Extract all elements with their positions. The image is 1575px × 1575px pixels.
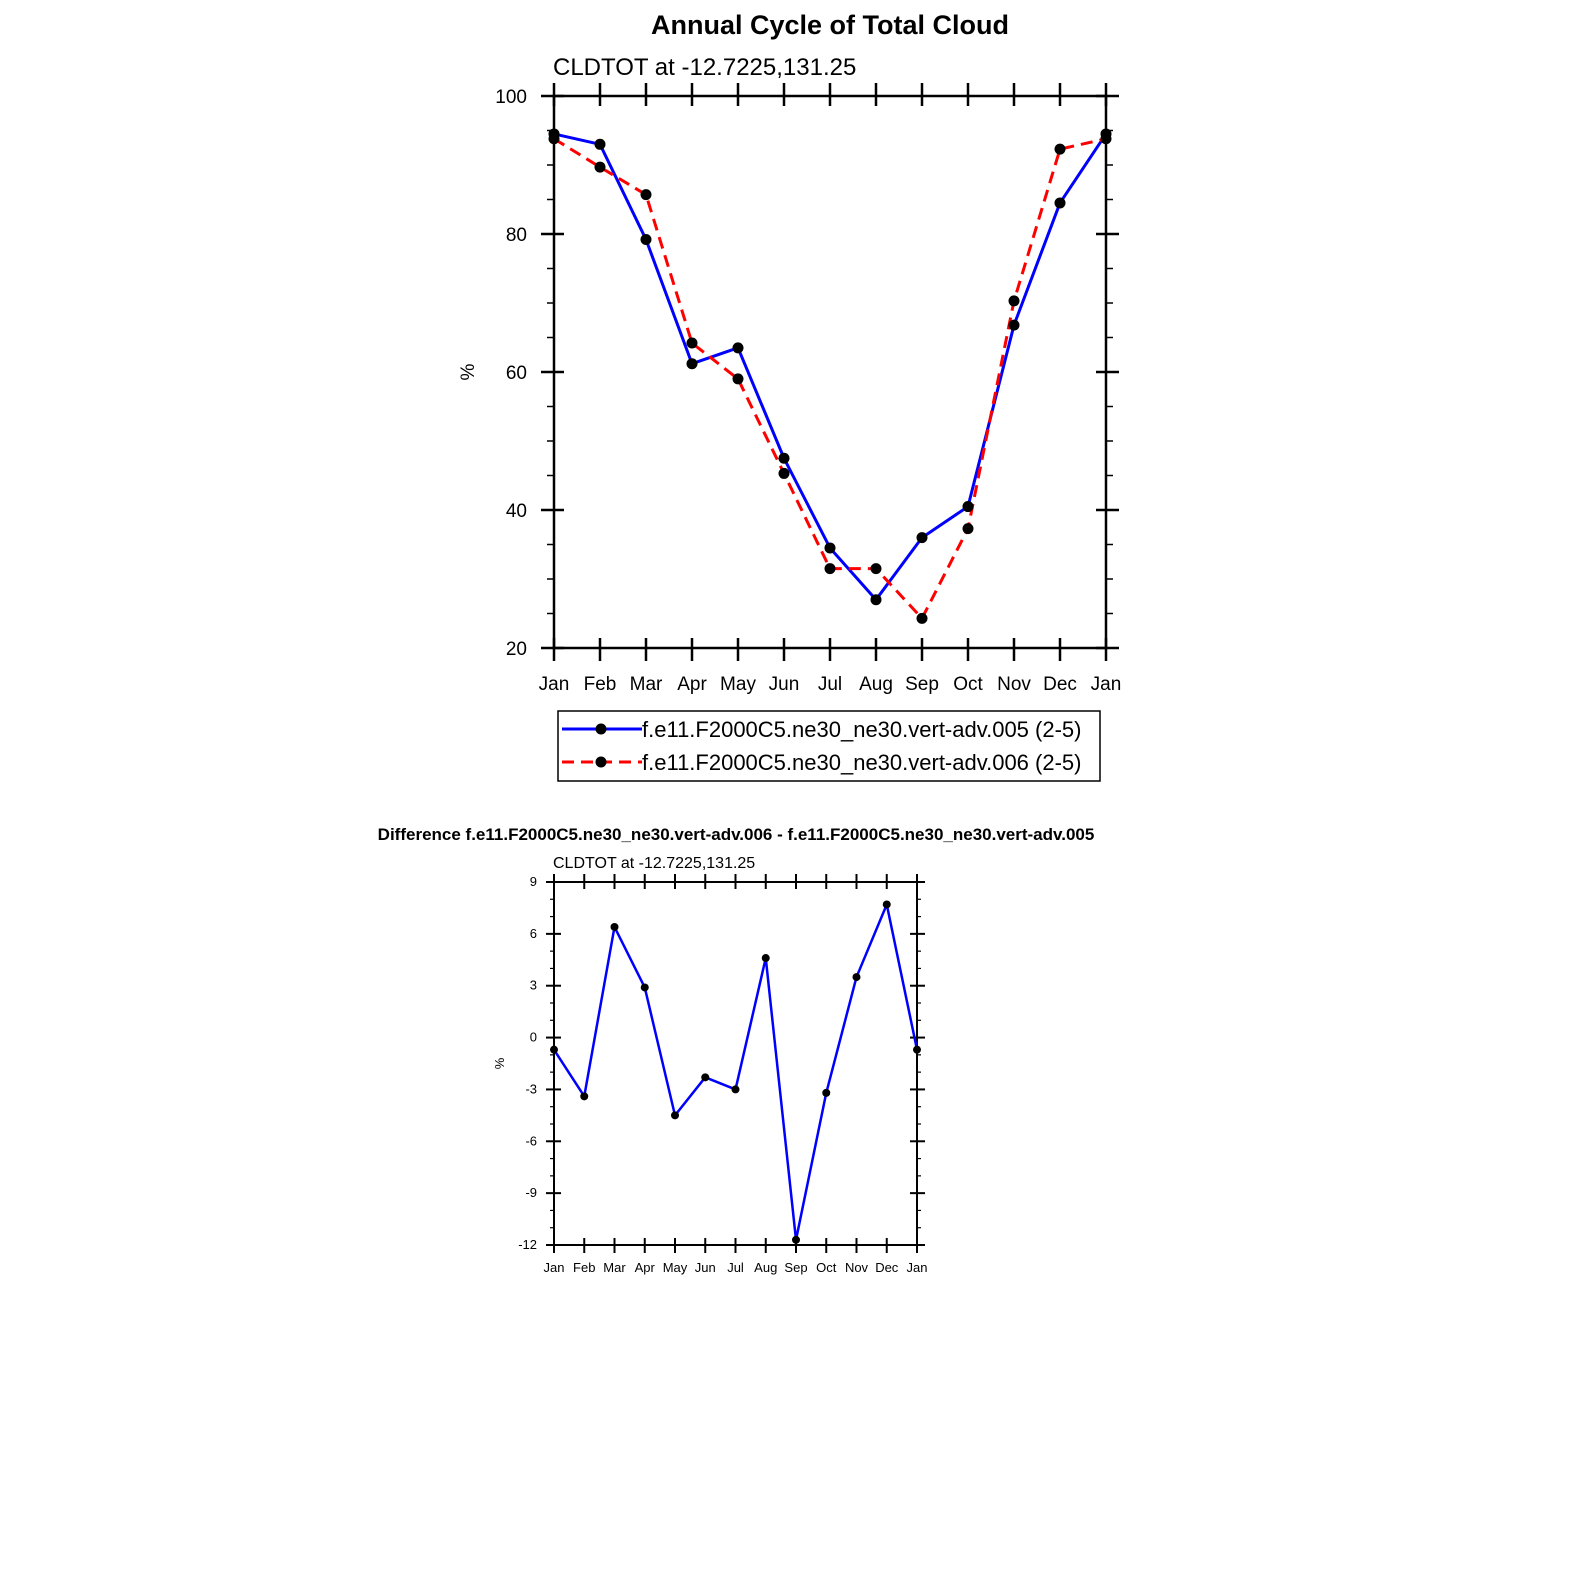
- chart2-xtick-label: May: [663, 1260, 688, 1275]
- chart1-series-1-point: [1100, 133, 1112, 145]
- chart2-xtick-label: Jul: [727, 1260, 744, 1275]
- legend-marker-series-006: [595, 756, 607, 768]
- chart2-ytick-label: -12: [518, 1237, 537, 1252]
- chart1-series-0-point: [732, 342, 744, 354]
- chart1-series-0-point: [594, 138, 606, 150]
- chart1-ytick-label: 20: [506, 639, 527, 660]
- legend-label-series-005: f.e11.F2000C5.ne30_ne30.vert-adv.005 (2-…: [642, 717, 1081, 742]
- chart1-xtick-label: Jun: [769, 674, 800, 695]
- legend-box: [557, 710, 1101, 782]
- chart1-series-1-point: [594, 161, 606, 173]
- chart1-series-1-point: [1008, 295, 1020, 307]
- chart1-title: Annual Cycle of Total Cloud: [651, 10, 1009, 40]
- chart1-series-0-point: [1054, 197, 1066, 209]
- chart2-series-0-point: [792, 1235, 800, 1244]
- chart2-series-0-point: [671, 1111, 679, 1120]
- chart1-xtick-label: Feb: [584, 674, 617, 695]
- chart2-ytick-label: 3: [530, 978, 537, 993]
- chart1-xtick-label: Nov: [997, 674, 1031, 695]
- chart2-series-0-point: [822, 1088, 831, 1097]
- chart2-series-0-point: [701, 1073, 710, 1082]
- chart2-subtitle: CLDTOT at -12.7225,131.25: [553, 855, 755, 872]
- chart2-xtick-label: Nov: [845, 1260, 869, 1275]
- chart1-xtick-label: Oct: [953, 674, 983, 695]
- chart1-xtick-label: Jan: [1091, 674, 1122, 695]
- chart1-series-line-0: [553, 132, 1108, 602]
- chart2-series-0-point: [761, 954, 770, 963]
- chart1-series-0-point: [870, 594, 882, 606]
- chart2-series-0-point: [882, 900, 891, 909]
- chart1-xtick-label: Dec: [1043, 674, 1077, 695]
- chart1-series-1-point: [870, 563, 882, 575]
- chart2-series-0-point: [731, 1085, 740, 1094]
- chart2-ytick-label: -6: [525, 1133, 537, 1148]
- chart2-ytick-label: 9: [530, 874, 537, 889]
- chart1-ytick-label: 100: [495, 87, 527, 108]
- chart1-legend: f.e11.F2000C5.ne30_ne30.vert-adv.005 (2-…: [557, 710, 1101, 782]
- chart1-series-1-point: [732, 373, 744, 385]
- chart2-series-0-point: [580, 1092, 589, 1101]
- chart1-ylabel: %: [458, 363, 479, 380]
- chart1-series-1-point: [778, 467, 790, 479]
- chart2-xtick-label: Oct: [816, 1260, 837, 1275]
- chart1-series-0-point: [916, 532, 928, 544]
- chart1-subtitle: CLDTOT at -12.7225,131.25: [553, 54, 856, 81]
- chart1-series-1-point: [824, 563, 836, 575]
- chart1-xtick-label: Sep: [905, 674, 939, 695]
- chart1-series-0-point: [824, 542, 836, 554]
- chart2-series-0-point: [852, 973, 861, 982]
- chart2-xtick-label: Jan: [907, 1260, 928, 1275]
- chart1-xtick-label: Aug: [859, 674, 893, 695]
- chart1-xtick-label: Jul: [818, 674, 842, 695]
- legend-marker-series-005: [595, 723, 607, 735]
- chart1-ytick-label: 40: [506, 501, 527, 522]
- chart1-ytick-label: 80: [506, 225, 527, 246]
- chart1-series-0-point: [686, 358, 698, 370]
- chart2-xtick-label: Jun: [695, 1260, 716, 1275]
- chart2-ylabel: %: [492, 1057, 507, 1069]
- legend-label-series-006: f.e11.F2000C5.ne30_ne30.vert-adv.006 (2-…: [642, 750, 1081, 775]
- chart1-xtick-label: May: [720, 674, 756, 695]
- chart2-xtick-label: Mar: [603, 1260, 626, 1275]
- chart2-series-0-point: [640, 983, 649, 992]
- chart2-title: Difference f.e11.F2000C5.ne30_ne30.vert-…: [378, 825, 1095, 844]
- chart1-series-0-point: [640, 234, 652, 246]
- chart1-xtick-label: Mar: [630, 674, 663, 695]
- chart1-xtick-label: Jan: [539, 674, 570, 695]
- chart1-series-1-point: [1054, 143, 1066, 155]
- chart2-series-0-point: [913, 1045, 921, 1054]
- chart2-xtick-label: Feb: [573, 1260, 595, 1275]
- chart1-series-1-point: [640, 189, 652, 201]
- chart2-series-0-point: [550, 1045, 558, 1054]
- chart2-series-0-point: [610, 922, 619, 931]
- chart2-xtick-label: Jan: [544, 1260, 565, 1275]
- chart2-ytick-label: 6: [530, 926, 537, 941]
- chart2-xtick-label: Apr: [635, 1260, 656, 1275]
- chart2-xtick-label: Sep: [784, 1260, 807, 1275]
- chart1-series-0-point: [962, 501, 974, 513]
- chart1-xtick-label: Apr: [677, 674, 707, 695]
- chart2-plot: Jan Feb Mar Apr May Jun Jul Aug Sep Oct Nov Dec Jan-…: [492, 874, 927, 1275]
- chart2-series-line-0: [552, 903, 919, 1242]
- chart2-frame: [553, 881, 918, 1246]
- chart2-ytick-label: -3: [525, 1081, 537, 1096]
- chart2-ytick-label: 0: [530, 1030, 537, 1045]
- chart1-series-0-point: [1008, 319, 1020, 331]
- chart1-ytick-label: 60: [506, 363, 527, 384]
- chart1-series-1-point: [916, 612, 928, 624]
- chart1-series-1-point: [962, 523, 974, 535]
- chart2-xtick-label: Aug: [754, 1260, 777, 1275]
- chart2-ytick-label: -9: [525, 1185, 537, 1200]
- chart2-xtick-label: Dec: [875, 1260, 899, 1275]
- chart1-plot: Jan Feb Mar Apr May Jun Jul Aug Sep Oct Nov Dec Jan 2…: [458, 83, 1121, 695]
- chart1-series-1-point: [548, 133, 560, 145]
- chart1-series-1-point: [686, 337, 698, 349]
- chart1-series-0-point: [778, 452, 790, 464]
